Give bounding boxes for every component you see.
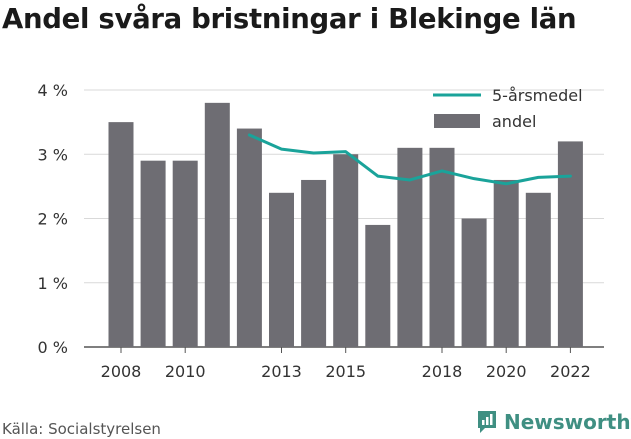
- bar: [461, 218, 487, 347]
- bar: [236, 128, 262, 347]
- y-tick-label: 4 %: [38, 81, 68, 100]
- bar: [493, 179, 519, 347]
- y-tick-label: 2 %: [38, 210, 68, 229]
- bar: [269, 192, 294, 347]
- source-note: Källa: Socialstyrelsen: [2, 420, 161, 438]
- x-tick-label: 2022: [550, 362, 591, 381]
- y-tick-label: 0 %: [38, 338, 68, 357]
- bar: [333, 154, 359, 347]
- y-tick-label: 1 %: [38, 274, 68, 293]
- bar: [365, 224, 391, 347]
- bar: [557, 141, 583, 347]
- bar: [429, 147, 455, 347]
- chart: 0 % 1 % 2 % 3 % 4 % 2008 2010 2013 2015 2018 2020…: [38, 81, 604, 381]
- y-axis-ticks: 0 % 1 % 2 % 3 % 4 %: [38, 81, 68, 357]
- bar: [525, 192, 551, 347]
- x-tick-label: 2020: [486, 362, 527, 381]
- bar: [108, 122, 134, 347]
- x-tick-label: 2013: [261, 362, 302, 381]
- brand-name: Newsworthy: [504, 410, 631, 434]
- y-tick-label: 3 %: [38, 145, 68, 164]
- moving-average-line: [247, 133, 572, 186]
- newsworthy-logo-icon: [478, 411, 496, 433]
- x-tick-label: 2015: [325, 362, 366, 381]
- bar: [172, 160, 198, 347]
- x-axis-ticks: 2008 2010 2013 2015 2018 2020 2022: [101, 347, 591, 381]
- x-tick-label: 2010: [165, 362, 206, 381]
- legend-bar-swatch: [434, 114, 480, 128]
- series-line-5-arsmedel: [247, 133, 572, 186]
- legend-label-bar: andel: [492, 112, 536, 131]
- bar: [301, 179, 327, 347]
- brand-logo: Newsworthy: [476, 407, 631, 437]
- bar: [140, 160, 166, 347]
- x-tick-label: 2008: [101, 362, 142, 381]
- x-tick-label: 2018: [422, 362, 463, 381]
- legend: 5-årsmedel andel: [433, 86, 583, 131]
- legend-label-line: 5-årsmedel: [492, 86, 583, 105]
- bars: [108, 102, 583, 347]
- chart-title: Andel svåra bristningar i Blekinge län: [2, 3, 577, 35]
- bar: [204, 102, 230, 347]
